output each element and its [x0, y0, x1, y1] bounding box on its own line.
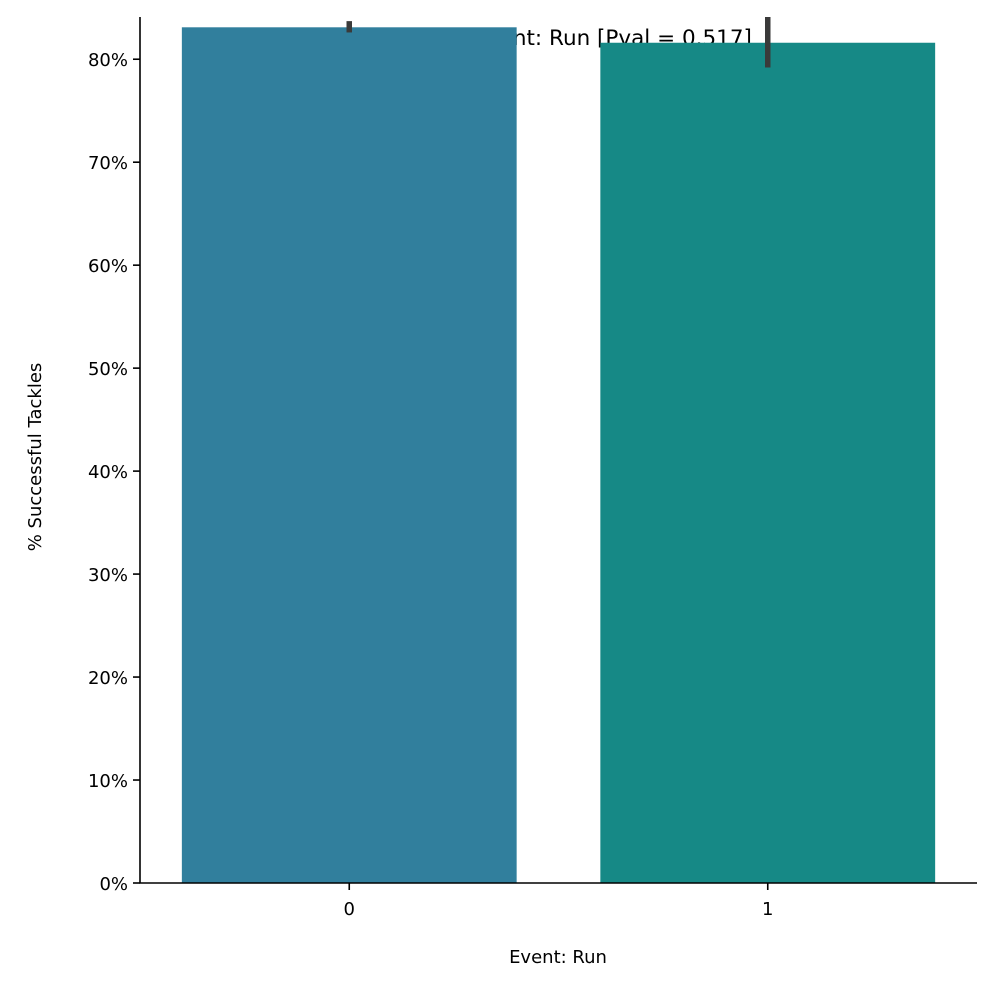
error-bars-layer — [346, 17, 771, 68]
bars-layer — [181, 27, 936, 884]
y-tick-label: 70% — [88, 153, 128, 174]
y-tick-label: 10% — [88, 771, 128, 792]
y-tick-label: 20% — [88, 668, 128, 689]
y-tick-label: 40% — [88, 462, 128, 483]
y-tick-label: 30% — [88, 565, 128, 586]
x-tick-label: 1 — [762, 899, 773, 920]
y-tick-label: 0% — [99, 874, 128, 895]
bar-1 — [600, 42, 936, 883]
y-ticks-layer: 0% 10% 20% 30% 40% 50% 60% 70% 80% — [88, 50, 140, 895]
y-tick-label: 50% — [88, 359, 128, 380]
x-axis-label: Event: Run — [509, 947, 607, 968]
y-tick-label: 80% — [88, 50, 128, 71]
bar-0 — [181, 27, 517, 884]
y-axis-label: % Successful Tackles — [25, 363, 46, 552]
y-tick-label: 60% — [88, 256, 128, 277]
x-tick-label: 0 — [344, 899, 355, 920]
